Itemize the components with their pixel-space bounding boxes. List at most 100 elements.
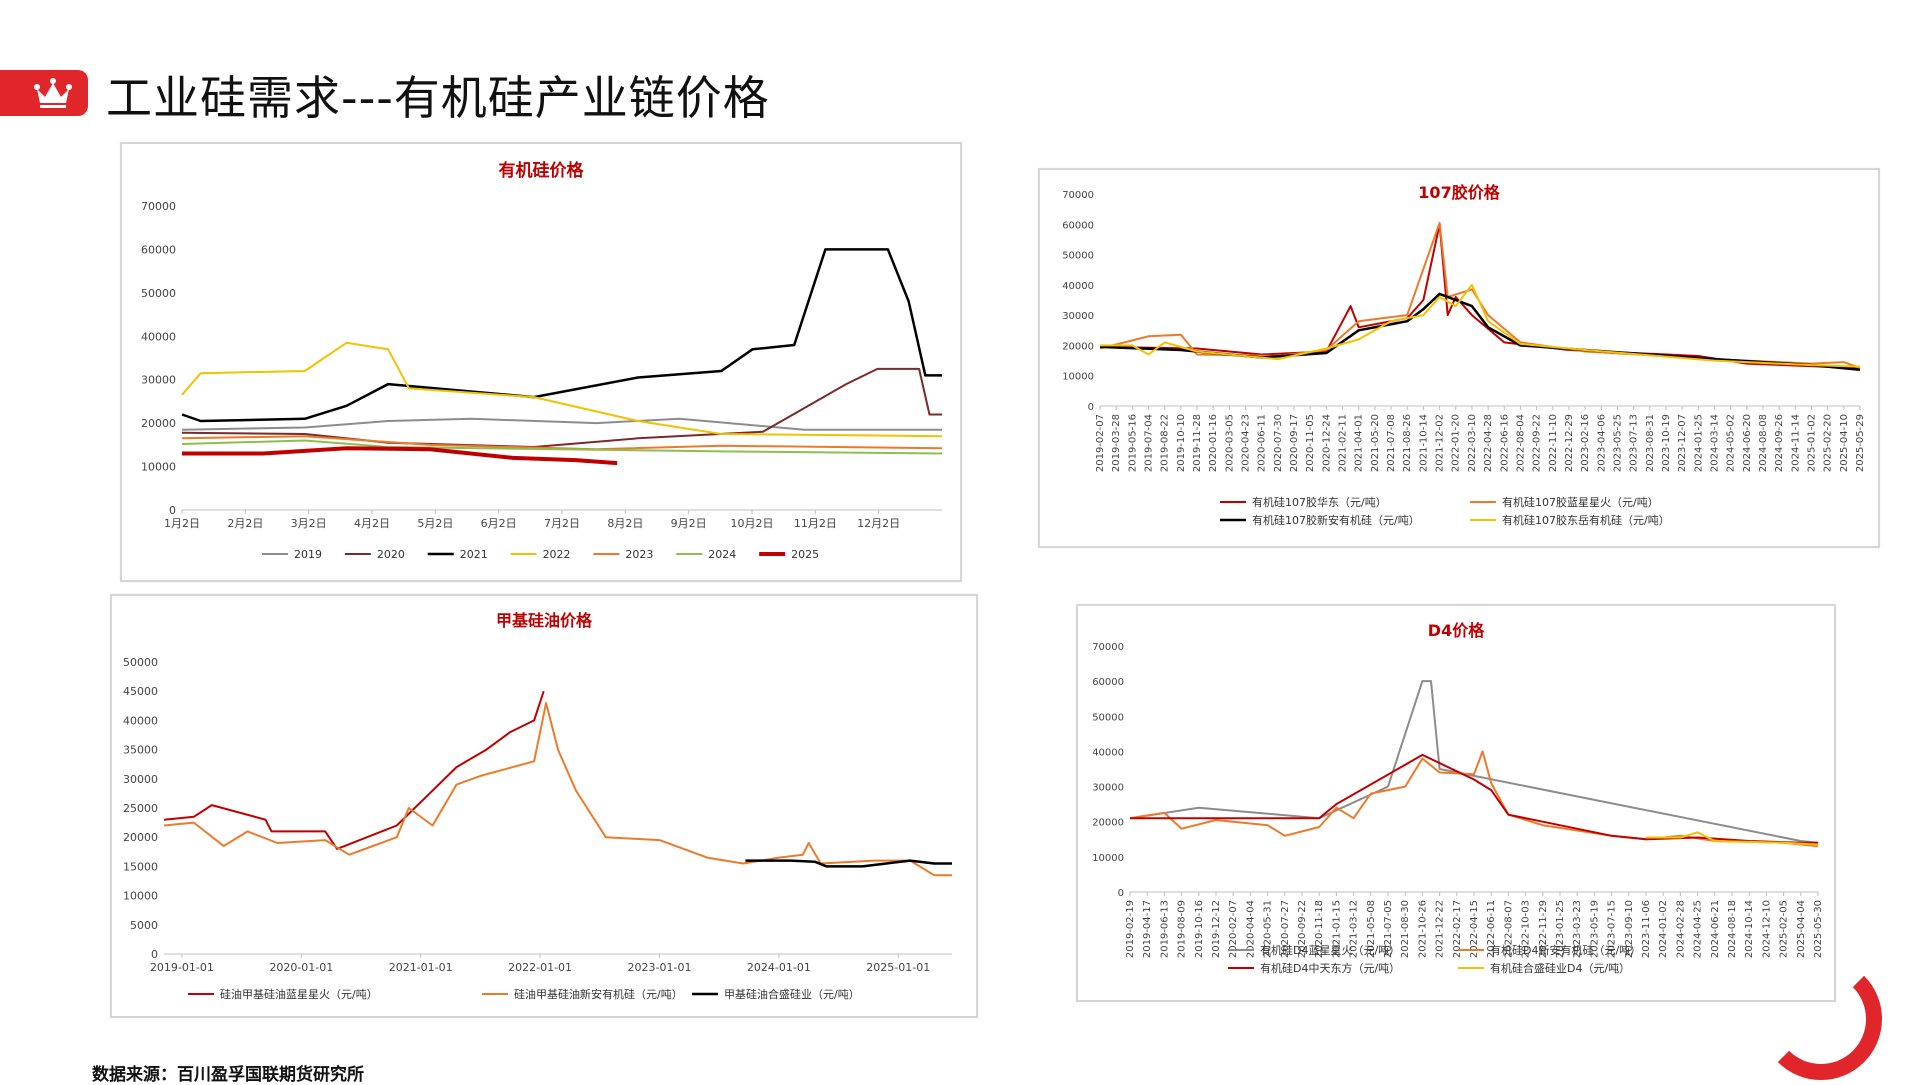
x-tick-label: 2023-05-19 bbox=[1589, 900, 1600, 958]
legend-label: 有机硅D4蓝星星火（元/吨） bbox=[1260, 943, 1400, 957]
x-tick-label: 2025-04-10 bbox=[1839, 414, 1850, 472]
x-tick-label: 2019-08-22 bbox=[1160, 414, 1171, 472]
x-tick-label: 2022-11-29 bbox=[1538, 900, 1549, 958]
x-tick-label: 1月2日 bbox=[164, 517, 200, 530]
x-tick-label: 2022-06-11 bbox=[1486, 900, 1497, 958]
x-tick-label: 2023-10-19 bbox=[1661, 414, 1672, 472]
x-tick-label: 2022-06-16 bbox=[1499, 414, 1510, 472]
x-tick-label: 2020-02-07 bbox=[1228, 900, 1239, 958]
x-tick-label: 2021-12-22 bbox=[1435, 900, 1446, 958]
x-tick-label: 2019-04-17 bbox=[1142, 900, 1153, 958]
x-tick-label: 2020-07-30 bbox=[1273, 414, 1284, 472]
x-tick-label: 2021-10-26 bbox=[1417, 900, 1428, 958]
x-tick-label: 2023-09-10 bbox=[1624, 900, 1635, 958]
legend-label: 有机硅107胶新安有机硅（元/吨） bbox=[1252, 513, 1420, 527]
y-tick-label: 60000 bbox=[141, 243, 176, 256]
x-tick-label: 2025-05-29 bbox=[1855, 414, 1866, 472]
x-tick-label: 2021-03-12 bbox=[1349, 900, 1360, 958]
x-tick-label: 2023-05-25 bbox=[1612, 414, 1623, 472]
x-tick-label: 2020-06-11 bbox=[1257, 414, 1268, 472]
x-tick-label: 2019-07-04 bbox=[1144, 414, 1155, 472]
x-tick-label: 2025-05-30 bbox=[1813, 900, 1824, 958]
x-tick-label: 2023-12-07 bbox=[1677, 414, 1688, 472]
x-tick-label: 2020-11-18 bbox=[1314, 900, 1325, 958]
x-tick-label: 2024-04-25 bbox=[1693, 900, 1704, 958]
x-tick-label: 2025-02-05 bbox=[1779, 900, 1790, 958]
x-tick-label: 2023-02-16 bbox=[1580, 414, 1591, 472]
y-tick-label: 10000 bbox=[1092, 853, 1124, 864]
data-source: 数据来源：百川盈孚国联期货研究所 bbox=[92, 1065, 364, 1085]
series-line bbox=[181, 435, 943, 451]
x-tick-label: 2022-01-20 bbox=[1451, 414, 1462, 472]
x-tick-label: 2024-03-14 bbox=[1709, 414, 1720, 472]
x-tick-label: 2019-10-16 bbox=[1194, 900, 1205, 958]
y-tick-label: 15000 bbox=[123, 860, 158, 873]
x-tick-label: 2019-01-01 bbox=[150, 961, 214, 974]
x-tick-label: 2021-08-26 bbox=[1402, 414, 1413, 472]
crown-icon bbox=[34, 78, 72, 108]
x-tick-label: 7月2日 bbox=[544, 517, 580, 530]
legend-label: 2025 bbox=[791, 548, 819, 561]
chart-silicone-price: 有机硅价格 0 10000 20000 30000 40000 50000 60000 7000… bbox=[141, 160, 943, 561]
y-tick-label: 50000 bbox=[141, 287, 176, 300]
y-tick-label: 30000 bbox=[1062, 311, 1094, 322]
y-tick-label: 25000 bbox=[123, 802, 158, 815]
legend-label: 有机硅D4中天东方（元/吨） bbox=[1260, 961, 1400, 975]
x-tick-label: 11月2日 bbox=[794, 517, 837, 530]
series-line bbox=[1100, 283, 1861, 368]
x-tick-label: 2020-09-22 bbox=[1297, 900, 1308, 958]
x-tick-label: 2019-02-07 bbox=[1095, 414, 1106, 472]
x-tick-label: 2024-05-02 bbox=[1726, 414, 1737, 472]
x-tick-label: 2024-06-21 bbox=[1710, 900, 1721, 958]
x-tick-label: 2024-01-25 bbox=[1693, 414, 1704, 472]
y-tick-label: 0 bbox=[1118, 888, 1124, 899]
x-tick-label: 2024-10-14 bbox=[1744, 900, 1755, 958]
x-tick-label: 2022-10-03 bbox=[1521, 900, 1532, 958]
x-tick-label: 2023-07-13 bbox=[1629, 414, 1640, 472]
series-line bbox=[1099, 223, 1861, 370]
x-tick-label: 2021-07-08 bbox=[1386, 414, 1397, 472]
x-tick-label: 2022-04-15 bbox=[1469, 900, 1480, 958]
x-tick-label: 2024-01-02 bbox=[1658, 900, 1669, 958]
x-tick-label: 2024-02-28 bbox=[1675, 900, 1686, 958]
legend-label: 硅油甲基硅油新安有机硅（元/吨） bbox=[514, 987, 683, 1001]
legend-label: 2024 bbox=[708, 548, 736, 561]
x-tick-label: 2024-08-18 bbox=[1727, 900, 1738, 958]
series-line bbox=[181, 341, 943, 438]
x-tick-label: 2019-06-13 bbox=[1159, 900, 1170, 958]
x-tick-label: 2024-08-08 bbox=[1758, 414, 1769, 472]
y-tick-label: 0 bbox=[169, 504, 176, 517]
x-tick-label: 2019-12-12 bbox=[1211, 900, 1222, 958]
series-line bbox=[1129, 680, 1819, 844]
x-tick-label: 2023-04-06 bbox=[1596, 414, 1607, 472]
y-tick-label: 20000 bbox=[141, 417, 176, 430]
x-tick-label: 2023-03-23 bbox=[1572, 900, 1583, 958]
y-tick-label: 70000 bbox=[141, 200, 176, 213]
x-tick-label: 2021-08-30 bbox=[1400, 900, 1411, 958]
legend-label: 甲基硅油合盛硅业（元/吨） bbox=[724, 987, 860, 1001]
x-tick-label: 10月2日 bbox=[731, 517, 774, 530]
x-tick-label: 2024-06-20 bbox=[1742, 414, 1753, 472]
x-tick-label: 2024-01-01 bbox=[747, 961, 811, 974]
x-tick-label: 2020-04-23 bbox=[1241, 414, 1252, 472]
x-tick-label: 2024-12-10 bbox=[1761, 900, 1772, 958]
y-tick-label: 10000 bbox=[1062, 372, 1094, 383]
legend-label: 2020 bbox=[377, 548, 405, 561]
chart-panel-methyl-oil: 甲基硅油价格 0 5000 10000 15000 20000 25000 30000 3500… bbox=[110, 594, 978, 1018]
x-tick-label: 2020-11-05 bbox=[1305, 414, 1316, 472]
x-tick-label: 2022-08-07 bbox=[1503, 900, 1514, 958]
y-tick-label: 50000 bbox=[123, 656, 158, 669]
y-tick-label: 10000 bbox=[141, 461, 176, 474]
x-tick-label: 2020-09-17 bbox=[1289, 414, 1300, 472]
x-tick-label: 2025-01-02 bbox=[1806, 414, 1817, 472]
chart-panel-d4: D4价格 0 10000 20000 30000 40000 50000 60000 70000… bbox=[1076, 604, 1836, 1002]
x-tick-label: 12月2日 bbox=[857, 517, 900, 530]
x-tick-label: 2025-02-20 bbox=[1823, 414, 1834, 472]
x-tick-label: 2022-09-22 bbox=[1532, 414, 1543, 472]
legend-label: 2019 bbox=[294, 548, 322, 561]
x-tick-label: 2023-01-01 bbox=[628, 961, 692, 974]
y-tick-label: 60000 bbox=[1062, 220, 1094, 231]
x-tick-label: 2020-03-05 bbox=[1224, 414, 1235, 472]
y-tick-label: 30000 bbox=[141, 374, 176, 387]
x-tick-label: 2022-04-28 bbox=[1483, 414, 1494, 472]
